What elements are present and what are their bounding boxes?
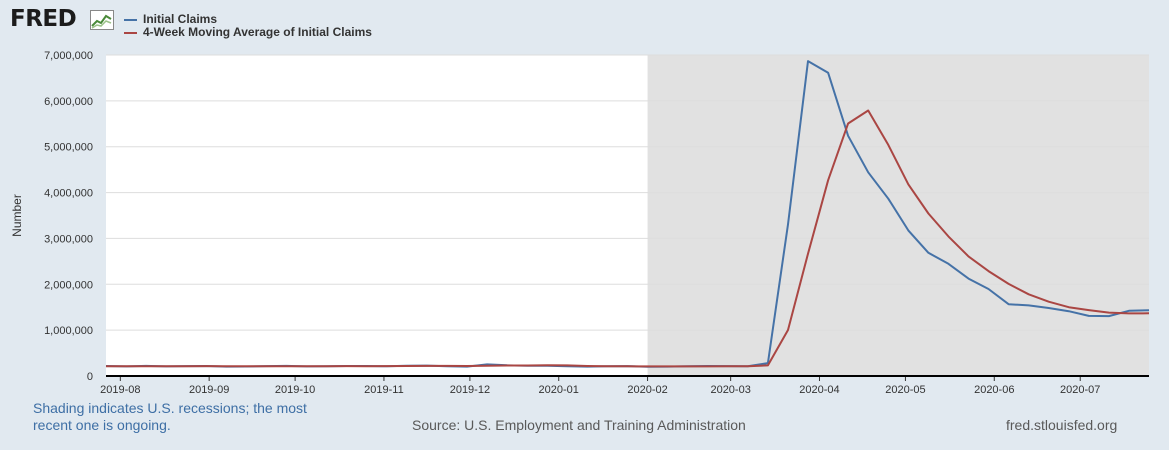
line-chart[interactable]: 0 1,000,000 2,000,000 3,000,000 4,000,000 5,0… (0, 0, 1169, 400)
x-tick-label: 2019-12 (450, 384, 490, 396)
y-tick-label: 6,000,000 (44, 96, 93, 108)
y-tick-label: 7,000,000 (44, 50, 93, 62)
legend-swatch-initial-claims (124, 18, 137, 21)
y-axis-title: Number (10, 194, 24, 237)
fred-logo[interactable]: FRED (10, 6, 77, 32)
recession-note: Shading indicates U.S. recessions; the m… (33, 400, 307, 433)
legend-swatch-moving-average (124, 31, 137, 34)
x-tick-label: 2020-05 (885, 384, 925, 396)
source-text: Source: U.S. Employment and Training Adm… (412, 417, 746, 433)
y-tick-label: 5,000,000 (44, 142, 93, 154)
series-lines (105, 60, 1150, 368)
y-tick-label: 0 (87, 371, 93, 383)
fred-chart-icon (90, 10, 114, 30)
x-tick-label: 2019-11 (364, 384, 404, 396)
x-tick-label: 2019-10 (275, 384, 315, 396)
y-axis-ticks: 0 1,000,000 2,000,000 3,000,000 4,000,000 5,0… (44, 50, 93, 383)
x-tick-label: 2020-02 (627, 384, 667, 396)
y-tick-label: 4,000,000 (44, 188, 93, 200)
fred-url-link[interactable]: fred.stlouisfed.org (1006, 417, 1118, 433)
y-tick-label: 1,000,000 (44, 325, 93, 337)
x-tick-label: 2019-09 (189, 384, 229, 396)
x-tick-label: 2019-08 (100, 384, 140, 396)
x-tick-label: 2020-01 (539, 384, 579, 396)
y-tick-label: 2,000,000 (44, 279, 93, 291)
legend-label: Initial Claims (143, 12, 218, 26)
x-tick-label: 2020-03 (710, 384, 750, 396)
series-line-moving-average[interactable] (105, 109, 1150, 368)
x-tick-label: 2020-04 (799, 384, 839, 396)
legend-item-moving-average[interactable]: 4-Week Moving Average of Initial Claims (124, 25, 372, 39)
legend-label: 4-Week Moving Average of Initial Claims (143, 25, 372, 39)
x-tick-label: 2020-06 (974, 384, 1014, 396)
x-axis-ticks: 2019-08 2019-09 2019-10 2019-11 2019-12 2020-… (100, 376, 1100, 396)
legend-item-initial-claims[interactable]: Initial Claims (124, 12, 217, 26)
x-tick-label: 2020-07 (1060, 384, 1100, 396)
gridlines (106, 54, 1149, 331)
y-tick-label: 3,000,000 (44, 233, 93, 245)
